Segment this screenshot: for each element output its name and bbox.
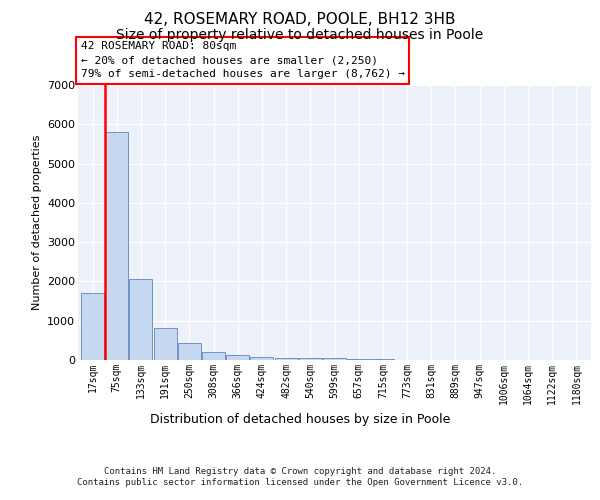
Bar [299,358,322,360]
Text: Contains HM Land Registry data © Crown copyright and database right 2024.
Contai: Contains HM Land Registry data © Crown c… [77,468,523,487]
Bar [323,358,346,360]
Y-axis label: Number of detached properties: Number of detached properties [32,135,41,310]
Bar [202,352,225,360]
Bar [275,358,298,360]
Text: Distribution of detached houses by size in Poole: Distribution of detached houses by size … [150,412,450,426]
Text: 42 ROSEMARY ROAD: 80sqm
← 20% of detached houses are smaller (2,250)
79% of semi: 42 ROSEMARY ROAD: 80sqm ← 20% of detache… [80,42,404,80]
Bar [347,359,370,360]
Bar [250,357,274,360]
Bar [130,280,152,360]
Bar [178,343,201,360]
Text: Size of property relative to detached houses in Poole: Size of property relative to detached ho… [116,28,484,42]
Text: 42, ROSEMARY ROAD, POOLE, BH12 3HB: 42, ROSEMARY ROAD, POOLE, BH12 3HB [144,12,456,28]
Bar [154,328,176,360]
Bar [226,356,249,360]
Bar [105,132,128,360]
Bar [371,359,394,360]
Bar [81,293,104,360]
